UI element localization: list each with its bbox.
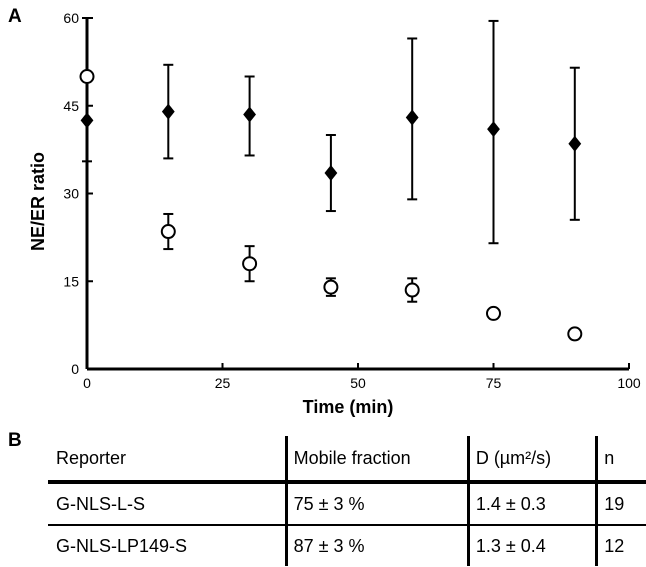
data-point bbox=[242, 256, 258, 272]
table-row: G-NLS-LP149-S 87 ± 3 % 1.3 ± 0.4 12 bbox=[48, 525, 646, 566]
y-tick-label: 45 bbox=[63, 98, 79, 114]
data-point bbox=[487, 121, 500, 138]
chart-labels: 0 25 50 75 100 0 15 30 45 60 Time (min) NE/ER ratio bbox=[28, 10, 641, 417]
data-point bbox=[486, 305, 501, 321]
x-tick-label: 50 bbox=[350, 375, 366, 391]
table-header-row: Reporter Mobile fraction D (µm²/s) n bbox=[48, 436, 646, 484]
x-tick-label: 0 bbox=[83, 375, 91, 391]
header-reporter: Reporter bbox=[48, 436, 287, 484]
data-point bbox=[404, 282, 420, 298]
chart-marks bbox=[79, 17, 583, 342]
cell-reporter: G-NLS-LP149-S bbox=[56, 535, 188, 556]
error-bar bbox=[82, 17, 92, 163]
cell-diffusion: 1.4 ± 0.3 bbox=[466, 482, 597, 526]
results-table: Reporter Mobile fraction D (µm²/s) n G-N… bbox=[48, 436, 646, 566]
table-row: G-NLS-L-S 75 ± 3 % 1.4 ± 0.3 19 bbox=[48, 482, 646, 526]
data-point bbox=[80, 112, 94, 129]
header-n: n bbox=[595, 436, 646, 484]
data-point bbox=[567, 326, 583, 342]
y-tick-label: 30 bbox=[63, 186, 79, 202]
data-point bbox=[160, 224, 176, 240]
y-tick-label: 60 bbox=[63, 10, 79, 26]
y-axis-label: NE/ER ratio bbox=[28, 152, 48, 251]
y-tick-label: 15 bbox=[63, 273, 79, 289]
x-axis-label: Time (min) bbox=[303, 397, 394, 417]
header-mobile-fraction: Mobile fraction bbox=[284, 436, 469, 484]
cell-reporter: G-NLS-L-S bbox=[48, 482, 287, 526]
data-point bbox=[323, 279, 339, 295]
x-tick-label: 75 bbox=[486, 375, 502, 391]
cell-mobile-fraction: 75 ± 3 % bbox=[284, 482, 469, 526]
cell-n: 12 bbox=[595, 525, 646, 566]
y-tick-label: 0 bbox=[71, 361, 79, 377]
cell-n: 19 bbox=[595, 482, 646, 526]
x-tick-label: 100 bbox=[617, 375, 641, 391]
cell-mobile-fraction: 87 ± 3 % bbox=[284, 525, 469, 566]
panel-label-a: A bbox=[8, 6, 22, 27]
x-tick-label: 25 bbox=[215, 375, 231, 391]
data-point bbox=[161, 103, 175, 120]
data-point bbox=[568, 135, 582, 152]
data-point bbox=[405, 109, 419, 126]
panel-label-b: B bbox=[8, 430, 22, 451]
scatter-chart: 0 25 50 75 100 0 15 30 45 60 Time (min) NE/ER ratio bbox=[28, 10, 641, 417]
data-point bbox=[324, 165, 338, 182]
data-point bbox=[79, 69, 95, 84]
data-point bbox=[243, 106, 256, 123]
results-table-container: Reporter Mobile fraction D (µm²/s) n G-N… bbox=[48, 436, 646, 566]
cell-diffusion: 1.3 ± 0.4 bbox=[466, 525, 597, 566]
header-diffusion: D (µm²/s) bbox=[466, 436, 597, 484]
series-open-circle bbox=[79, 69, 583, 342]
series-filled-diamond bbox=[80, 17, 582, 245]
